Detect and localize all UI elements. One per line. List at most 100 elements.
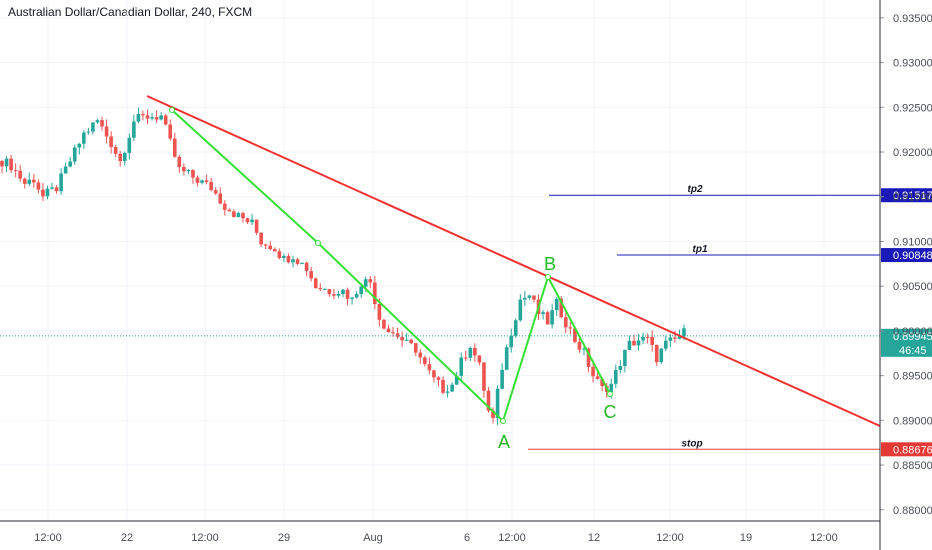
candle-body (68, 161, 72, 167)
candle-body (186, 170, 191, 172)
candle-body (673, 337, 677, 339)
pattern-label-b: B (544, 254, 556, 274)
candle-body (600, 378, 604, 387)
candle-body (54, 187, 59, 192)
candle-body (591, 366, 595, 377)
candle-body (650, 336, 654, 345)
chart-title: Australian Dollar/Canadian Dollar, 240, … (8, 5, 253, 19)
grid-lines (0, 0, 880, 521)
candle-body (259, 232, 263, 245)
candle-body (4, 158, 9, 167)
pattern-node (607, 391, 613, 397)
candle-body (236, 213, 241, 217)
candle-body (27, 179, 32, 184)
level-badge-stop (881, 442, 932, 457)
candle-body (300, 262, 304, 264)
candle-body (627, 340, 632, 350)
candle-body (345, 289, 350, 299)
last-price-text: 0.89945 (893, 331, 932, 343)
x-tick-label: 6 (464, 532, 470, 544)
candle-body (545, 312, 550, 325)
candle-body (518, 299, 523, 321)
candle-body (313, 278, 318, 289)
candle-body (632, 340, 636, 346)
last-price-badge (881, 328, 932, 357)
candle-body (436, 377, 441, 380)
candle-body (609, 383, 614, 392)
candle-body (222, 203, 227, 210)
candle-body (509, 335, 514, 348)
candle-body (595, 376, 600, 379)
x-tick-label: 12 (588, 532, 600, 544)
candle-body (427, 364, 432, 371)
candle-body (32, 179, 36, 183)
candle-body (118, 153, 123, 162)
candle-body (677, 336, 682, 339)
candle-body (182, 167, 186, 172)
candle-body (127, 137, 132, 153)
candle-body (241, 213, 245, 219)
candle-body (577, 341, 582, 350)
candle-body (59, 173, 63, 192)
y-tick-label: 0.93500 (893, 13, 932, 25)
candle-body (277, 251, 282, 259)
candle-body (204, 180, 209, 182)
candle-body (645, 336, 650, 338)
candle-body (218, 193, 223, 204)
x-tick-label: 19 (740, 532, 752, 544)
candle-body (413, 343, 418, 353)
candle-body (177, 156, 182, 168)
x-tick-label: 29 (278, 532, 290, 544)
candle-body (668, 337, 673, 341)
x-tick-label: 12:00 (191, 532, 219, 544)
candle-body (554, 298, 559, 311)
candle-body (513, 320, 518, 336)
candle-body (250, 219, 254, 223)
candle-body (586, 348, 591, 367)
trendline (146, 95, 881, 427)
candle-body (654, 344, 659, 363)
candle-body (191, 170, 195, 178)
candle-body (391, 332, 395, 334)
candle-body (623, 349, 627, 367)
candle-body (418, 352, 423, 358)
candle-body (582, 348, 586, 350)
y-tick-label: 0.90500 (893, 281, 932, 293)
candle-body (618, 366, 623, 370)
x-tick-label: 12:00 (656, 532, 684, 544)
level-badge-text-stop: 0.88676 (893, 444, 932, 456)
x-tick-label: 12:00 (810, 532, 838, 544)
candle-body (454, 375, 459, 385)
pattern-node (315, 240, 321, 246)
candle-body (532, 295, 536, 300)
candle-body (523, 297, 527, 300)
candle-body (13, 170, 18, 172)
candle-body (327, 289, 332, 295)
candle-body (482, 362, 486, 391)
candle-body (377, 303, 382, 320)
x-tick-label: 12:00 (498, 532, 526, 544)
candle-body (445, 391, 450, 393)
candle-body (213, 190, 218, 194)
candle-body (254, 219, 259, 233)
y-tick-label: 0.88000 (893, 505, 932, 517)
candle-body (36, 182, 41, 190)
candle-body (95, 120, 100, 123)
candle-body (382, 319, 386, 329)
candle-body (459, 357, 464, 376)
candle-body (332, 294, 336, 296)
candle-body (209, 181, 213, 191)
candle-body (409, 339, 413, 344)
candle-body (18, 170, 22, 179)
candle-body (141, 114, 145, 116)
candle-body (395, 333, 400, 337)
candle-body (295, 259, 300, 264)
y-tick-label: 0.88500 (893, 460, 932, 472)
candle-body (432, 370, 436, 378)
candle-body (350, 297, 354, 299)
candle-body (463, 357, 468, 359)
candle-body (541, 312, 545, 315)
candle-body (614, 369, 618, 384)
